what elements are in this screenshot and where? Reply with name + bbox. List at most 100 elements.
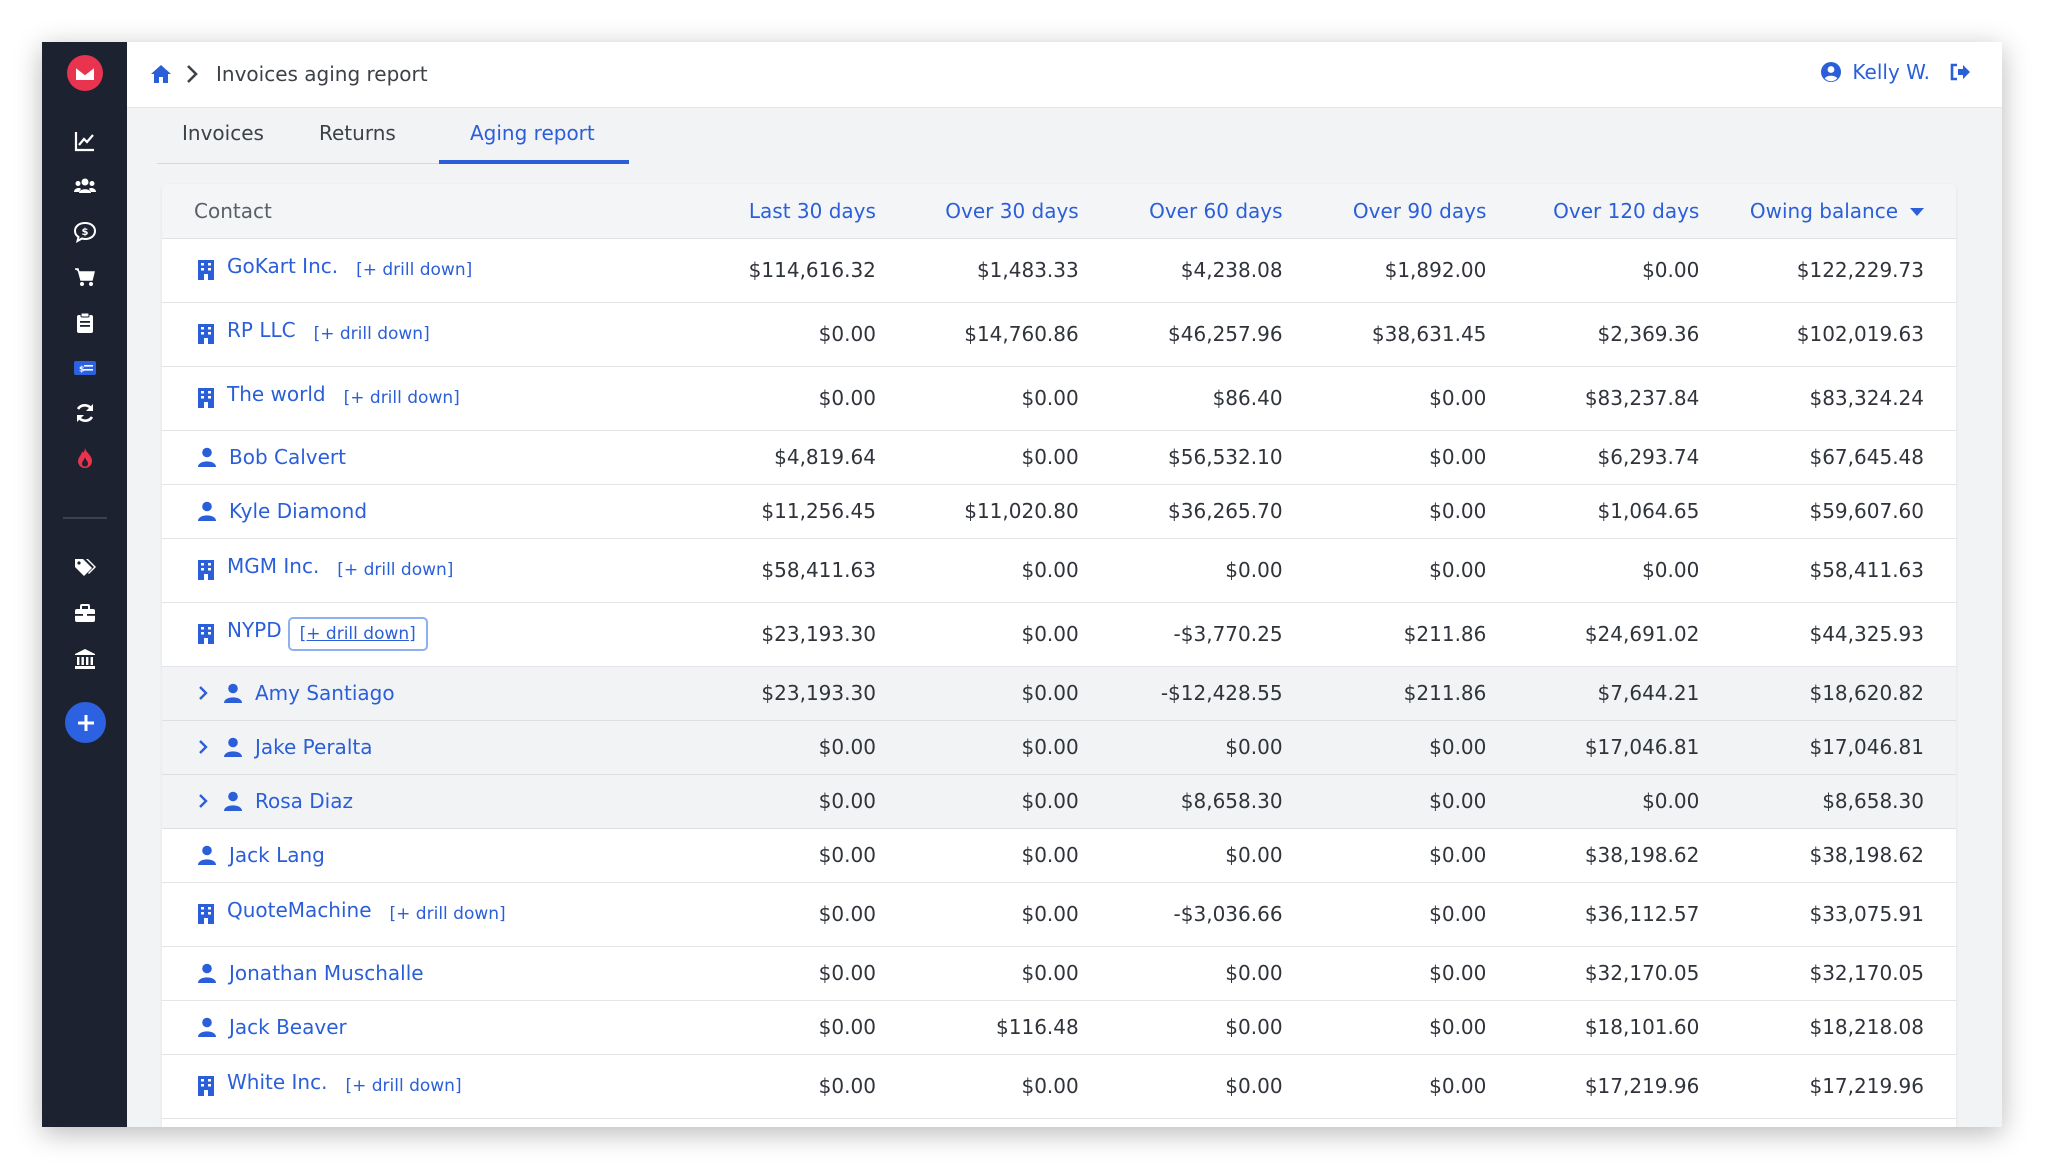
person-icon: [224, 791, 242, 811]
column-header-over-60[interactable]: Over 60 days: [1078, 184, 1283, 239]
amount-over-30: $0.00: [875, 1054, 1079, 1119]
amount-over-30: $0.00: [875, 666, 1079, 721]
amount-over-90: $1,892.00: [1282, 238, 1487, 303]
contact-name-link[interactable]: The world: [227, 382, 326, 406]
amount-over-90: $211.86: [1282, 666, 1487, 721]
contact-cell: White Inc. [+ drill down]: [162, 1054, 706, 1119]
tags-icon[interactable]: [69, 552, 101, 584]
amount-owing-balance: $18,620.82: [1699, 666, 1956, 721]
column-header-over-120[interactable]: Over 120 days: [1486, 184, 1700, 239]
drill-down-link[interactable]: [+ drill down]: [343, 388, 460, 408]
toolbox-icon[interactable]: [69, 598, 101, 630]
add-button[interactable]: [65, 702, 106, 743]
amount-last-30: $0.00: [705, 882, 876, 947]
tab-aging-report[interactable]: Aging report: [470, 121, 595, 145]
user-menu[interactable]: Kelly W.: [1820, 60, 1972, 84]
sync-icon[interactable]: [69, 397, 101, 429]
drill-down-link[interactable]: [+ drill down]: [356, 260, 473, 280]
contact-cell: Kyle Diamond: [162, 484, 706, 539]
contact-name-link[interactable]: Jack Lang: [229, 843, 325, 867]
tab-returns[interactable]: Returns: [319, 121, 396, 145]
sub-contact-row: Rosa Diaz $0.00 $0.00 $8,658.30 $0.00 $0.00 $8…: [162, 774, 1956, 829]
building-icon: [198, 388, 214, 408]
amount-owing-balance: $17,046.81: [1699, 720, 1956, 775]
drill-down-link[interactable]: [+ drill down]: [389, 904, 506, 924]
amount-over-60: $0.00: [1078, 1054, 1283, 1119]
amount-over-60: $46,257.96: [1078, 302, 1283, 367]
column-header-owing-balance[interactable]: Owing balance: [1699, 184, 1956, 239]
contact-name-link[interactable]: Kyle Diamond: [229, 499, 368, 523]
logout-icon[interactable]: [1948, 61, 1972, 83]
invoice-card-icon[interactable]: $: [69, 352, 101, 384]
table-row: Jack Beaver $0.00 $116.48 $0.00 $0.00 $18,101…: [162, 1000, 1956, 1055]
contact-name-link[interactable]: RP LLC: [227, 318, 296, 342]
bank-icon[interactable]: [69, 643, 101, 675]
contact-name-link[interactable]: Amy Santiago: [255, 681, 395, 705]
money-chat-icon[interactable]: $: [69, 216, 101, 248]
table-row: The world [+ drill down] $0.00 $0.00 $86.40 $…: [162, 366, 1956, 431]
contact-cell: GoKart Inc. [+ drill down]: [162, 238, 706, 303]
amount-last-30: $0.00: [705, 1000, 876, 1055]
amount-last-30: $11,256.45: [705, 484, 876, 539]
tab-bar: Invoices Returns Aging report: [127, 109, 2002, 165]
person-icon: [198, 447, 216, 467]
amount-owing-balance: $32,170.05: [1699, 946, 1956, 1001]
building-icon: [198, 624, 214, 644]
chart-line-icon[interactable]: [69, 125, 101, 157]
owing-balance-label: Owing balance: [1749, 198, 1898, 223]
table-row: RP LLC [+ drill down] $0.00 $14,760.86 $46,2…: [162, 302, 1956, 367]
expand-chevron-icon[interactable]: [197, 685, 209, 701]
expand-chevron-icon[interactable]: [197, 739, 209, 755]
column-header-last-30[interactable]: Last 30 days: [705, 184, 876, 239]
drill-down-link[interactable]: [+ drill down]: [345, 1076, 462, 1096]
contact-name-link[interactable]: Bob Calvert: [229, 445, 346, 469]
drill-down-link[interactable]: [+ drill down]: [287, 617, 428, 651]
contact-name-link[interactable]: QuoteMachine: [227, 898, 372, 922]
drill-down-link[interactable]: [+ drill down]: [337, 560, 454, 580]
expand-chevron-icon[interactable]: [197, 793, 209, 809]
contact-name-link[interactable]: Jake Peralta: [255, 735, 373, 759]
sub-contact-row: Jake Peralta $0.00 $0.00 $0.00 $0.00 $17,046.…: [162, 720, 1956, 775]
clipboard-icon[interactable]: [69, 307, 101, 339]
amount-over-30: $116.48: [875, 1000, 1079, 1055]
amount-over-120: $17,219.96: [1486, 1054, 1700, 1119]
svg-text:$: $: [82, 227, 89, 238]
cart-icon[interactable]: [69, 261, 101, 293]
page-title: Invoices aging report: [216, 62, 428, 86]
drill-down-link[interactable]: [+ drill down]: [313, 324, 430, 344]
contact-name-link[interactable]: GoKart Inc.: [227, 254, 339, 278]
contact-name-link[interactable]: White Inc.: [227, 1070, 328, 1094]
amount-over-30: $0.00: [875, 774, 1079, 829]
tab-invoices[interactable]: Invoices: [182, 121, 264, 145]
amount-last-30: $0.00: [705, 774, 876, 829]
amount-over-30: $0.00: [875, 366, 1079, 431]
plus-icon: [77, 714, 94, 731]
amount-last-30: $23,193.30: [705, 602, 876, 667]
home-icon[interactable]: [149, 62, 173, 86]
column-header-over-90[interactable]: Over 90 days: [1282, 184, 1487, 239]
tabs-baseline: [157, 163, 439, 164]
amount-over-120: $7,644.21: [1486, 666, 1700, 721]
amount-over-30: $0.00: [875, 882, 1079, 947]
flame-icon[interactable]: [69, 442, 101, 474]
amount-owing-balance: $59,607.60: [1699, 484, 1956, 539]
amount-last-30: $0.00: [705, 720, 876, 775]
users-icon[interactable]: [69, 170, 101, 202]
contact-name-link[interactable]: MGM Inc.: [227, 554, 320, 578]
app-logo[interactable]: [66, 54, 104, 92]
table-row: MGM Inc. [+ drill down] $58,411.63 $0.00 $0.…: [162, 538, 1956, 603]
contact-name-link[interactable]: Jonathan Muschalle: [229, 961, 424, 985]
user-name[interactable]: Kelly W.: [1852, 60, 1930, 84]
column-header-contact[interactable]: Contact: [162, 184, 706, 239]
amount-over-90: $0.00: [1282, 946, 1487, 1001]
column-header-over-30[interactable]: Over 30 days: [875, 184, 1079, 239]
sidebar: $ $: [42, 42, 127, 1127]
sort-desc-icon: [1910, 208, 1924, 217]
contact-name-link[interactable]: Jack Beaver: [229, 1015, 347, 1039]
amount-last-30: $4,819.64: [705, 430, 876, 485]
amount-over-60: -$3,036.66: [1078, 882, 1283, 947]
sidebar-divider: [63, 517, 107, 519]
contact-name-link[interactable]: Rosa Diaz: [255, 789, 353, 813]
contact-cell: The world [+ drill down]: [162, 366, 706, 431]
contact-name-link[interactable]: NYPD: [227, 618, 282, 642]
